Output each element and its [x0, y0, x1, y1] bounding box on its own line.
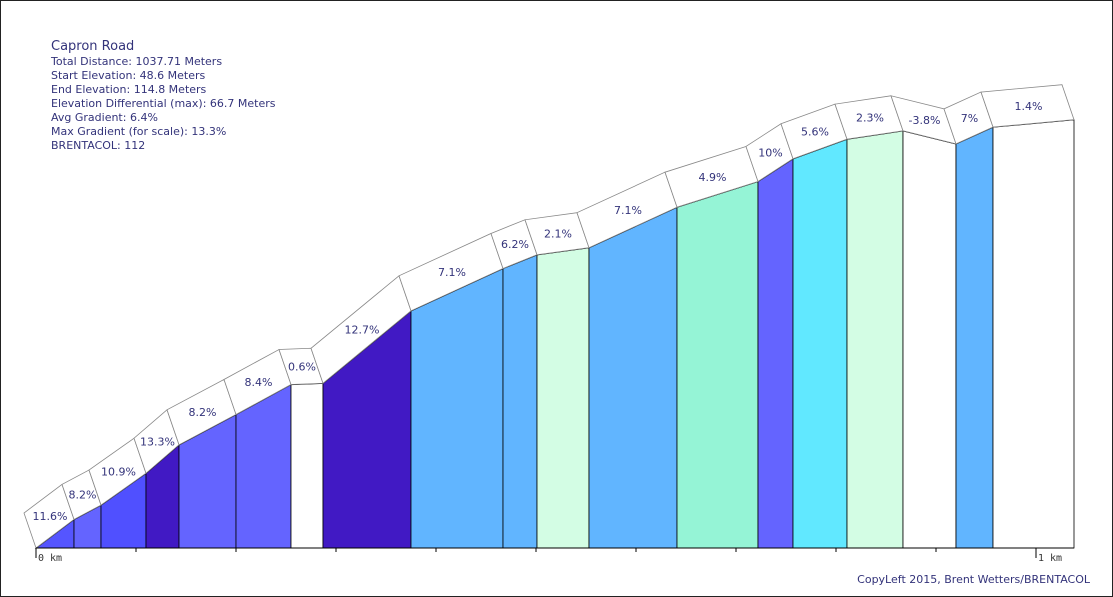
- gradient-segment-14: [757, 158, 794, 549]
- gradient-segment-15: [792, 138, 848, 549]
- gradient-segment-18: [955, 126, 994, 549]
- gradient-label-18: 7%: [961, 112, 978, 125]
- gradient-label-band-19: [980, 84, 1075, 128]
- brentacol-score: BRENTACOL: 112: [51, 139, 146, 152]
- gradient-label-16: 2.3%: [856, 111, 884, 124]
- gradient-label-1: 11.6%: [33, 510, 68, 523]
- gradient-label-6: 8.4%: [245, 376, 273, 389]
- gradient-segment-17: [902, 130, 957, 549]
- elevation-differential: Elevation Differential (max): 66.7 Meter…: [51, 97, 276, 110]
- gradient-label-7: 0.6%: [288, 360, 316, 373]
- gradient-segment-13: [676, 180, 759, 549]
- gradient-segment-9: [410, 267, 504, 549]
- gradient-label-14: 10%: [758, 147, 782, 160]
- end-elevation: End Elevation: 114.8 Meters: [51, 83, 207, 96]
- total-distance: Total Distance: 1037.71 Meters: [51, 55, 223, 68]
- gradient-segment-16: [846, 130, 904, 549]
- gradient-label-15: 5.6%: [801, 125, 829, 138]
- gradient-label-2: 8.2%: [69, 489, 97, 502]
- gradient-label-5: 8.2%: [189, 406, 217, 419]
- route-title: Capron Road: [51, 39, 135, 54]
- gradient-segment-12: [588, 206, 678, 549]
- gradient-segment-11: [536, 247, 590, 549]
- gradient-label-4: 13.3%: [140, 436, 175, 449]
- gradient-label-3: 10.9%: [101, 466, 136, 479]
- gradient-label-19: 1.4%: [1015, 100, 1043, 113]
- gradient-label-10: 6.2%: [501, 238, 529, 251]
- route-info: Capron Road Total Distance: 1037.71 Mete…: [51, 39, 275, 153]
- gradient-label-12: 7.1%: [614, 204, 642, 217]
- gradient-segment-7: [290, 382, 324, 549]
- gradient-label-8: 12.7%: [345, 324, 380, 337]
- gradient-label-9: 7.1%: [438, 266, 466, 279]
- gradient-label-11: 2.1%: [544, 228, 572, 241]
- x-tick-label-1: 0 km: [38, 553, 62, 564]
- copyleft-credit: CopyLeft 2015, Brent Wetters/BRENTACOL: [857, 573, 1090, 586]
- gradient-label-13: 4.9%: [699, 171, 727, 184]
- x-tick-label-2: 1 km: [1038, 553, 1062, 564]
- gradient-segment-19: [992, 119, 1075, 549]
- gradient-segment-10: [502, 254, 538, 549]
- max-gradient: Max Gradient (for scale): 13.3%: [51, 125, 227, 138]
- gradient-label-17: -3.8%: [909, 114, 941, 127]
- start-elevation: Start Elevation: 48.6 Meters: [51, 69, 206, 82]
- avg-gradient: Avg Gradient: 6.4%: [51, 111, 158, 124]
